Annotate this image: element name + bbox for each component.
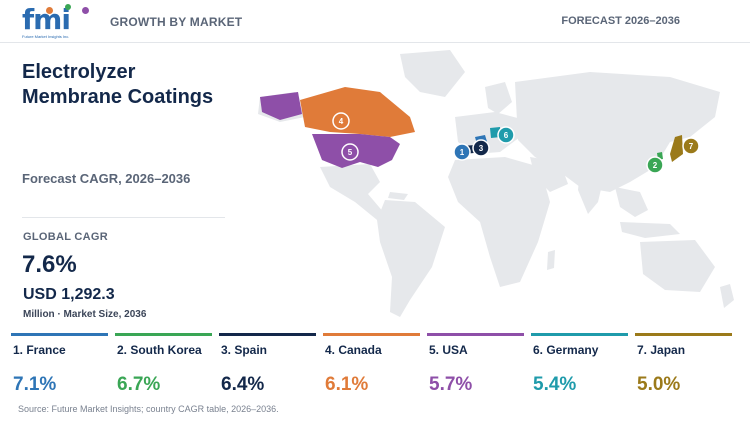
card-country-name: 2. South Korea — [117, 343, 202, 357]
marker-label-usa: 5 — [348, 148, 353, 157]
new-zealand-shape — [720, 284, 734, 308]
card-cagr-value: 6.7% — [117, 374, 161, 395]
card-country-name: 3. Spain — [221, 343, 268, 357]
global-cagr-label: GLOBAL CAGR — [23, 231, 108, 243]
card-color-bar — [11, 333, 108, 336]
card-country-name: 7. Japan — [637, 343, 686, 357]
card-cagr-value: 7.1% — [13, 374, 57, 395]
middle-east-shape — [530, 157, 568, 192]
marker-label-japan: 7 — [689, 142, 694, 151]
marker-label-spain: 3 — [479, 144, 484, 153]
forecast-label: FORECAST 2026–2036 — [561, 15, 680, 27]
card-color-bar — [323, 333, 420, 336]
marker-usa[interactable]: 5 — [341, 143, 359, 161]
marker-south-korea[interactable]: 2 — [646, 156, 664, 174]
madagascar-shape — [547, 250, 555, 270]
japan-shape — [670, 135, 683, 162]
india-shape — [578, 170, 605, 214]
country-card[interactable]: 1. France 7.1% — [11, 333, 108, 399]
marker-label-france: 1 — [460, 148, 465, 157]
south-america-shape — [377, 200, 445, 317]
canada-shape — [300, 87, 415, 137]
marker-label-south-korea: 2 — [653, 161, 658, 170]
marker-canada[interactable]: 4 — [332, 112, 350, 130]
world-map: 1 2 3 4 5 6 7 — [258, 50, 734, 317]
map-markers: 1 2 3 4 5 6 7 — [332, 112, 700, 174]
marker-japan[interactable]: 7 — [682, 137, 700, 155]
section-label: GROWTH BY MARKET — [110, 15, 243, 29]
africa-shape — [448, 157, 550, 287]
highlighted-countries — [260, 87, 683, 168]
greenland-shape — [400, 50, 465, 97]
source-note: Source: Future Market Insights; country … — [18, 404, 279, 414]
page-title: Electrolyzer Membrane Coatings — [22, 60, 242, 110]
marker-germany[interactable]: 6 — [497, 126, 515, 144]
marker-label-germany: 6 — [504, 131, 509, 140]
country-card[interactable]: 7. Japan 5.0% — [635, 333, 732, 399]
country-card[interactable]: 3. Spain 6.4% — [219, 333, 316, 399]
card-cagr-value: 5.7% — [429, 374, 473, 395]
title-line-2: Membrane Coatings — [22, 86, 214, 108]
country-cards: 1. France 7.1% 2. South Korea 6.7% 3. Sp… — [11, 333, 741, 403]
country-card[interactable]: 4. Canada 6.1% — [323, 333, 420, 399]
scandinavia-shape — [485, 82, 512, 114]
card-color-bar — [427, 333, 524, 336]
mexico-central-america-shape — [320, 164, 390, 224]
australia-shape — [640, 240, 715, 292]
country-card[interactable]: 6. Germany 5.4% — [531, 333, 628, 399]
card-color-bar — [531, 333, 628, 336]
map-landmasses — [258, 50, 734, 317]
indonesia-shape — [620, 222, 680, 238]
marker-spain[interactable]: 3 — [472, 139, 490, 157]
card-country-name: 5. USA — [429, 343, 468, 357]
southeast-asia-shape — [615, 187, 648, 217]
fmi-logo[interactable]: fmi Future Market Insights Inc. — [22, 4, 94, 40]
market-size-value: USD 1,292.3 — [23, 286, 115, 303]
russia-asia-shape — [515, 72, 720, 192]
usa-shape — [312, 134, 400, 168]
alaska-highlight-shape — [260, 92, 302, 120]
card-color-bar — [115, 333, 212, 336]
logo-tagline: Future Market Insights Inc. — [22, 34, 70, 39]
global-cagr-value: 7.6% — [22, 251, 77, 278]
market-size-note: Million · Market Size, 2036 — [23, 309, 147, 320]
card-cagr-value: 6.1% — [325, 374, 369, 395]
caribbean-shape — [388, 192, 408, 200]
card-cagr-value: 5.0% — [637, 374, 681, 395]
card-cagr-value: 5.4% — [533, 374, 577, 395]
title-line-1: Electrolyzer — [22, 61, 136, 83]
marker-label-canada: 4 — [339, 117, 344, 126]
country-card[interactable]: 5. USA 5.7% — [427, 333, 524, 399]
card-cagr-value: 6.4% — [221, 374, 265, 395]
logo-dot-green — [65, 4, 71, 10]
top-bar: fmi Future Market Insights Inc. GROWTH B… — [0, 0, 750, 43]
card-country-name: 1. France — [13, 343, 66, 357]
divider — [22, 217, 225, 218]
marker-france[interactable]: 1 — [453, 143, 471, 161]
logo-dot-orange — [46, 7, 53, 14]
card-color-bar — [219, 333, 316, 336]
card-country-name: 4. Canada — [325, 343, 382, 357]
card-color-bar — [635, 333, 732, 336]
logo-dot-purple — [82, 7, 89, 14]
card-country-name: 6. Germany — [533, 343, 599, 357]
chart-subtitle: Forecast CAGR, 2026–2036 — [22, 171, 191, 186]
country-card[interactable]: 2. South Korea 6.7% — [115, 333, 212, 399]
